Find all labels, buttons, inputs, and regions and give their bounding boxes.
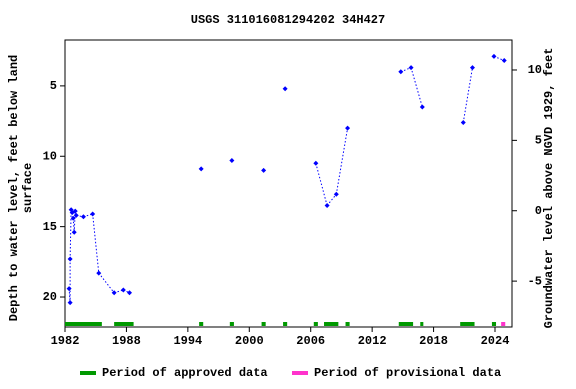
x-tick-label: 2006 — [296, 334, 325, 348]
data-point — [96, 270, 102, 276]
x-tick-label: 2000 — [235, 334, 264, 348]
y-tick-label: 10 — [43, 149, 57, 163]
x-tick-label: 1988 — [112, 334, 141, 348]
y2-tick-label: 10 — [528, 63, 542, 77]
y2-tick-label: 5 — [535, 134, 542, 148]
y-tick-label: 20 — [43, 290, 57, 304]
y-tick-label: 15 — [43, 220, 57, 234]
y2-tick-label: 0 — [535, 204, 542, 218]
connector — [68, 288, 71, 303]
data-point — [324, 203, 330, 209]
data-point — [67, 256, 73, 262]
data-point — [73, 212, 79, 218]
y-axis-label: Depth to water level, feet below land — [7, 55, 21, 321]
data-point — [469, 65, 475, 71]
connector — [315, 163, 328, 206]
data-point — [80, 214, 86, 220]
period-bar — [398, 322, 414, 326]
data-point — [419, 104, 425, 110]
y-tick-label: 5 — [50, 79, 57, 93]
connector — [98, 272, 115, 294]
data-point — [198, 166, 204, 172]
period-bar — [283, 322, 288, 326]
data-point — [313, 160, 319, 166]
data-point — [127, 290, 133, 296]
data-point — [398, 69, 404, 75]
connector — [410, 67, 423, 108]
x-tick-label: 2018 — [419, 334, 448, 348]
connector — [462, 67, 473, 123]
connector — [335, 128, 349, 195]
plot-frame — [64, 39, 513, 328]
y-axis-label: surface — [21, 163, 35, 213]
data-point — [491, 53, 497, 59]
data-point — [120, 287, 126, 293]
period-bar — [313, 322, 318, 326]
period-bar — [229, 322, 234, 326]
period-bar — [114, 322, 134, 326]
data-point — [67, 300, 73, 306]
data-point — [90, 211, 96, 217]
x-tick-label: 2012 — [358, 334, 387, 348]
period-bar — [324, 322, 339, 326]
connector — [72, 218, 75, 233]
data-point — [333, 191, 339, 197]
x-tick-label: 2024 — [481, 334, 510, 348]
connector — [92, 213, 100, 274]
legend-label: Period of provisional data — [314, 366, 501, 380]
data-point — [345, 125, 351, 131]
period-bar — [65, 322, 102, 326]
y2-axis-label: Groundwater level above NGVD 1929, feet — [542, 48, 556, 329]
period-bar — [345, 322, 350, 326]
data-point — [261, 167, 267, 173]
data-point — [229, 157, 235, 163]
connector — [69, 209, 72, 260]
data-point — [282, 86, 288, 92]
legend-label: Period of approved data — [102, 366, 268, 380]
data-point — [70, 215, 76, 221]
period-bar — [420, 322, 424, 326]
period-bar — [199, 322, 204, 326]
data-point — [408, 65, 414, 71]
period-bar — [261, 322, 266, 326]
data-point — [66, 286, 72, 292]
data-point — [72, 208, 78, 214]
y2-tick-label: -5 — [528, 274, 542, 288]
period-bar — [460, 322, 475, 326]
connector — [326, 193, 337, 206]
period-bar — [491, 322, 497, 326]
data-point — [71, 229, 77, 235]
period-bar — [501, 322, 506, 326]
data-point — [460, 119, 466, 125]
chart-title: USGS 311016081294202 34H427 — [191, 13, 385, 27]
data-point — [111, 290, 117, 296]
x-tick-label: 1994 — [173, 334, 202, 348]
x-tick-label: 1982 — [51, 334, 80, 348]
data-point — [501, 58, 507, 64]
